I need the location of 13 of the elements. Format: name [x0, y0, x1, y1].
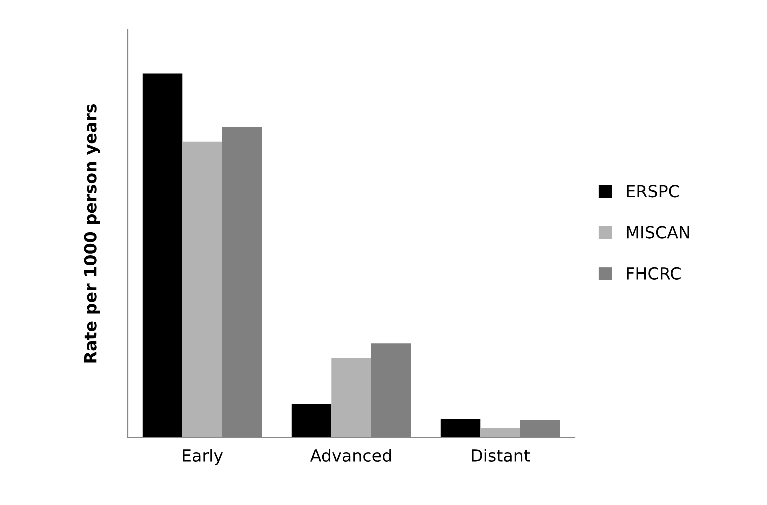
bar: [142, 74, 183, 438]
y-axis-title: Rate per 1000 person years: [84, 104, 100, 363]
bar: [440, 419, 481, 438]
legend-label: FHCRC: [627, 267, 681, 280]
x-tick-label: Distant: [472, 449, 530, 462]
legend-label: MISCAN: [627, 226, 690, 239]
bar: [332, 358, 372, 438]
bar: [292, 404, 332, 438]
x-tick-label: Advanced: [310, 449, 392, 462]
legend-label: ERSPC: [627, 185, 680, 198]
x-tick-label: Early: [183, 449, 224, 466]
bar: [480, 428, 520, 438]
bar: [182, 142, 222, 438]
